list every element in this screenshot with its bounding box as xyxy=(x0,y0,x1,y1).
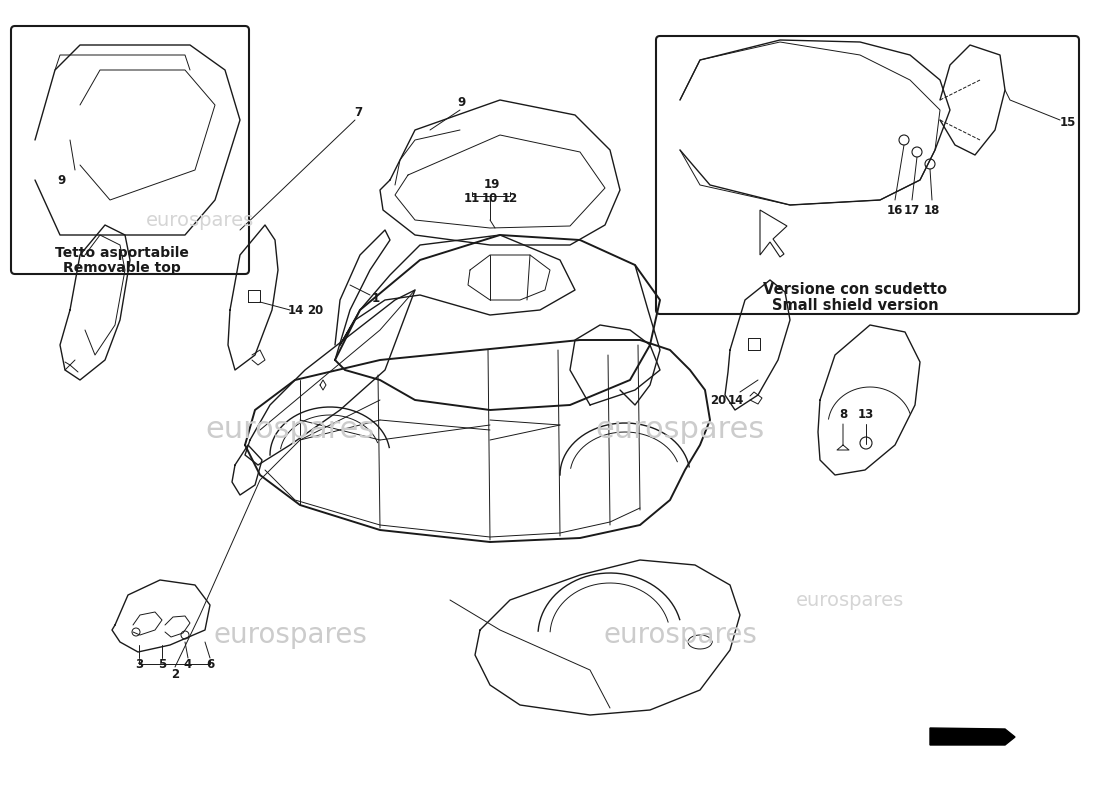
Text: Small shield version: Small shield version xyxy=(772,298,938,314)
Text: 1: 1 xyxy=(372,291,381,305)
Text: 15: 15 xyxy=(1059,115,1076,129)
Text: eurospares: eurospares xyxy=(206,415,375,445)
Text: eurospares: eurospares xyxy=(595,415,764,445)
Text: eurospares: eurospares xyxy=(213,621,367,649)
Text: eurospares: eurospares xyxy=(603,621,757,649)
Text: 14: 14 xyxy=(288,303,305,317)
Text: 8: 8 xyxy=(839,409,847,422)
Polygon shape xyxy=(760,210,786,257)
Text: 9: 9 xyxy=(58,174,66,186)
Text: eurospares: eurospares xyxy=(146,210,254,230)
Text: 11: 11 xyxy=(464,193,480,206)
Text: 7: 7 xyxy=(354,106,362,118)
Text: 16: 16 xyxy=(887,203,903,217)
Text: 10: 10 xyxy=(482,193,498,206)
Text: 12: 12 xyxy=(502,193,518,206)
Polygon shape xyxy=(930,728,1015,745)
Text: eurospares: eurospares xyxy=(796,590,904,610)
Text: 18: 18 xyxy=(924,203,940,217)
Text: 4: 4 xyxy=(184,658,192,671)
FancyBboxPatch shape xyxy=(656,36,1079,314)
Text: 3: 3 xyxy=(135,658,143,671)
Text: 14: 14 xyxy=(728,394,745,406)
Text: 20: 20 xyxy=(710,394,726,406)
Text: 5: 5 xyxy=(158,658,166,671)
Text: 19: 19 xyxy=(484,178,500,191)
Text: 13: 13 xyxy=(858,409,874,422)
Text: Removable top: Removable top xyxy=(63,261,180,275)
Text: 17: 17 xyxy=(904,203,920,217)
Text: 9: 9 xyxy=(458,97,466,110)
Text: 20: 20 xyxy=(307,303,323,317)
Text: 2: 2 xyxy=(170,669,179,682)
FancyBboxPatch shape xyxy=(11,26,249,274)
Text: Tetto asportabile: Tetto asportabile xyxy=(55,246,189,260)
Text: Versione con scudetto: Versione con scudetto xyxy=(763,282,947,298)
Text: 6: 6 xyxy=(206,658,214,671)
